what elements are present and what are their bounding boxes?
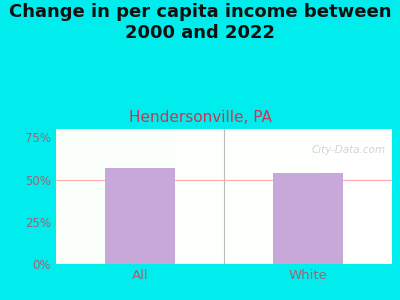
Text: City-Data.com: City-Data.com xyxy=(311,145,385,155)
Bar xyxy=(105,168,175,264)
Text: Change in per capita income between
2000 and 2022: Change in per capita income between 2000… xyxy=(9,3,391,42)
Bar xyxy=(273,173,343,264)
Text: Hendersonville, PA: Hendersonville, PA xyxy=(128,110,272,124)
